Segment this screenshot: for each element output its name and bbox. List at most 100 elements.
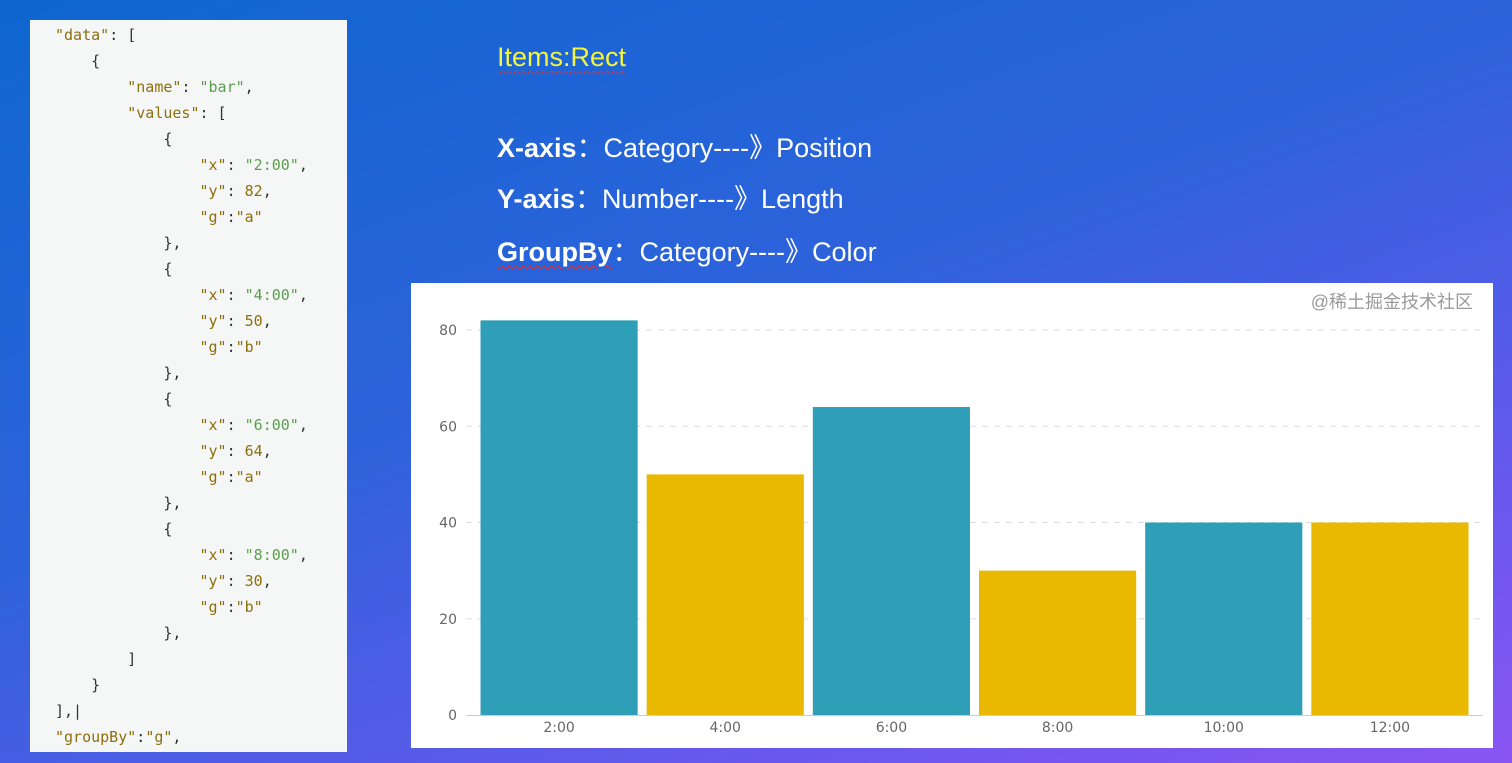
code-token: : — [226, 442, 245, 460]
code-line: { — [55, 516, 172, 542]
x-tick-label: 8:00 — [1042, 720, 1073, 736]
code-line: } — [55, 672, 100, 698]
code-line: "x": "2:00", — [55, 152, 308, 178]
bar-6:00 — [812, 407, 970, 715]
code-token: : — [181, 78, 200, 96]
code-panel: "data": [ { "name": "bar", "values": [ {… — [30, 20, 347, 752]
code-line: "y": 64, — [55, 438, 272, 464]
code-line: }, — [55, 620, 181, 646]
x-tick-label: 10:00 — [1204, 720, 1244, 736]
code-token: "b" — [235, 338, 263, 356]
code-line: }, — [55, 360, 181, 386]
code-token: "6:00" — [244, 416, 299, 434]
code-token: : — [226, 286, 245, 304]
code-token: , — [172, 728, 182, 746]
code-token: "y" — [199, 442, 227, 460]
code-token: , — [262, 182, 272, 200]
code-token: "x" — [199, 416, 227, 434]
y-axis-row: Y-axis：Number----》Length — [497, 184, 844, 214]
y-tick-label: 80 — [439, 323, 457, 339]
x-tick-label: 6:00 — [876, 720, 907, 736]
y-tick-label: 60 — [439, 419, 457, 435]
code-line: }, — [55, 230, 181, 256]
code-token: "values" — [127, 104, 200, 122]
code-line: { — [55, 48, 100, 74]
bar-10:00 — [1145, 522, 1303, 715]
code-line: "y": 30, — [55, 568, 272, 594]
code-token: }, — [163, 624, 182, 642]
x-tick-label: 4:00 — [710, 720, 741, 736]
x-tick-label: 12:00 — [1370, 720, 1410, 736]
code-token: , — [298, 546, 308, 564]
code-token: "x" — [199, 156, 227, 174]
code-token: , — [244, 78, 254, 96]
code-token: , — [262, 572, 272, 590]
code-token: ],| — [55, 702, 83, 720]
code-token: { — [163, 130, 173, 148]
code-token: , — [298, 286, 308, 304]
code-token: { — [163, 520, 173, 538]
code-token: "y" — [199, 182, 227, 200]
code-token: 82 — [244, 182, 263, 200]
code-line: "name": "bar", — [55, 74, 254, 100]
code-line: "g":"b" — [55, 594, 263, 620]
code-token: { — [163, 390, 173, 408]
code-token: { — [91, 52, 101, 70]
code-token: : — [136, 728, 146, 746]
code-token: "g" — [199, 208, 227, 226]
bar-chart: 0 20 40 60 80 2:00 4:00 6:00 8:00 10:00 12:00 @稀土掘… — [411, 283, 1493, 748]
code-token: "8:00" — [244, 546, 299, 564]
code-token: "g" — [145, 728, 173, 746]
code-token: , — [298, 416, 308, 434]
code-line: ] — [55, 646, 136, 672]
code-token: : — [226, 546, 245, 564]
code-token: : — [226, 156, 245, 174]
x-tick-label: 2:00 — [543, 720, 574, 736]
groupby-row: GroupBy：Category----》Color — [497, 237, 877, 267]
code-token: }, — [163, 364, 182, 382]
slide-title: Items:Rect — [497, 42, 627, 72]
code-token: "b" — [235, 598, 263, 616]
bar-8:00 — [979, 570, 1137, 715]
code-line: ],| — [55, 698, 82, 724]
x-axis-row: X-axis：Category----》Position — [497, 133, 873, 163]
code-token: "2:00" — [244, 156, 299, 174]
code-token: 64 — [244, 442, 263, 460]
code-line: { — [55, 256, 172, 282]
code-line: "y": 82, — [55, 178, 272, 204]
code-token: "groupBy" — [55, 728, 137, 746]
bar-chart-svg: 0 20 40 60 80 2:00 4:00 6:00 8:00 10:00 12:00 — [439, 320, 1483, 736]
code-token: : [ — [109, 26, 137, 44]
code-token: : — [226, 572, 245, 590]
code-token: "bar" — [199, 78, 245, 96]
code-token: : — [226, 468, 236, 486]
code-line: "g":"a" — [55, 204, 263, 230]
code-token: : — [226, 312, 245, 330]
code-token: "data" — [55, 26, 110, 44]
code-token: "y" — [199, 572, 227, 590]
code-token: "y" — [199, 312, 227, 330]
code-token: : — [226, 208, 236, 226]
code-token: "4:00" — [244, 286, 299, 304]
code-line: { — [55, 386, 172, 412]
code-token: "g" — [199, 598, 227, 616]
bar-4:00 — [646, 474, 804, 715]
code-token: 30 — [244, 572, 263, 590]
code-line: "data": [ — [55, 22, 136, 48]
code-token: "name" — [127, 78, 182, 96]
code-token: : [ — [199, 104, 227, 122]
code-token: 50 — [244, 312, 263, 330]
code-line: "x": "6:00", — [55, 412, 308, 438]
bar-2:00 — [480, 320, 638, 715]
code-line: "values": [ — [55, 100, 227, 126]
code-token: , — [262, 442, 272, 460]
code-token: : — [226, 338, 236, 356]
code-line: "x": "8:00", — [55, 542, 308, 568]
code-token: : — [226, 598, 236, 616]
y-tick-label: 40 — [439, 516, 457, 532]
bar-12:00 — [1311, 522, 1469, 715]
code-token: { — [163, 260, 173, 278]
code-token: ] — [127, 650, 137, 668]
code-token: }, — [163, 494, 182, 512]
code-token: "a" — [235, 208, 263, 226]
